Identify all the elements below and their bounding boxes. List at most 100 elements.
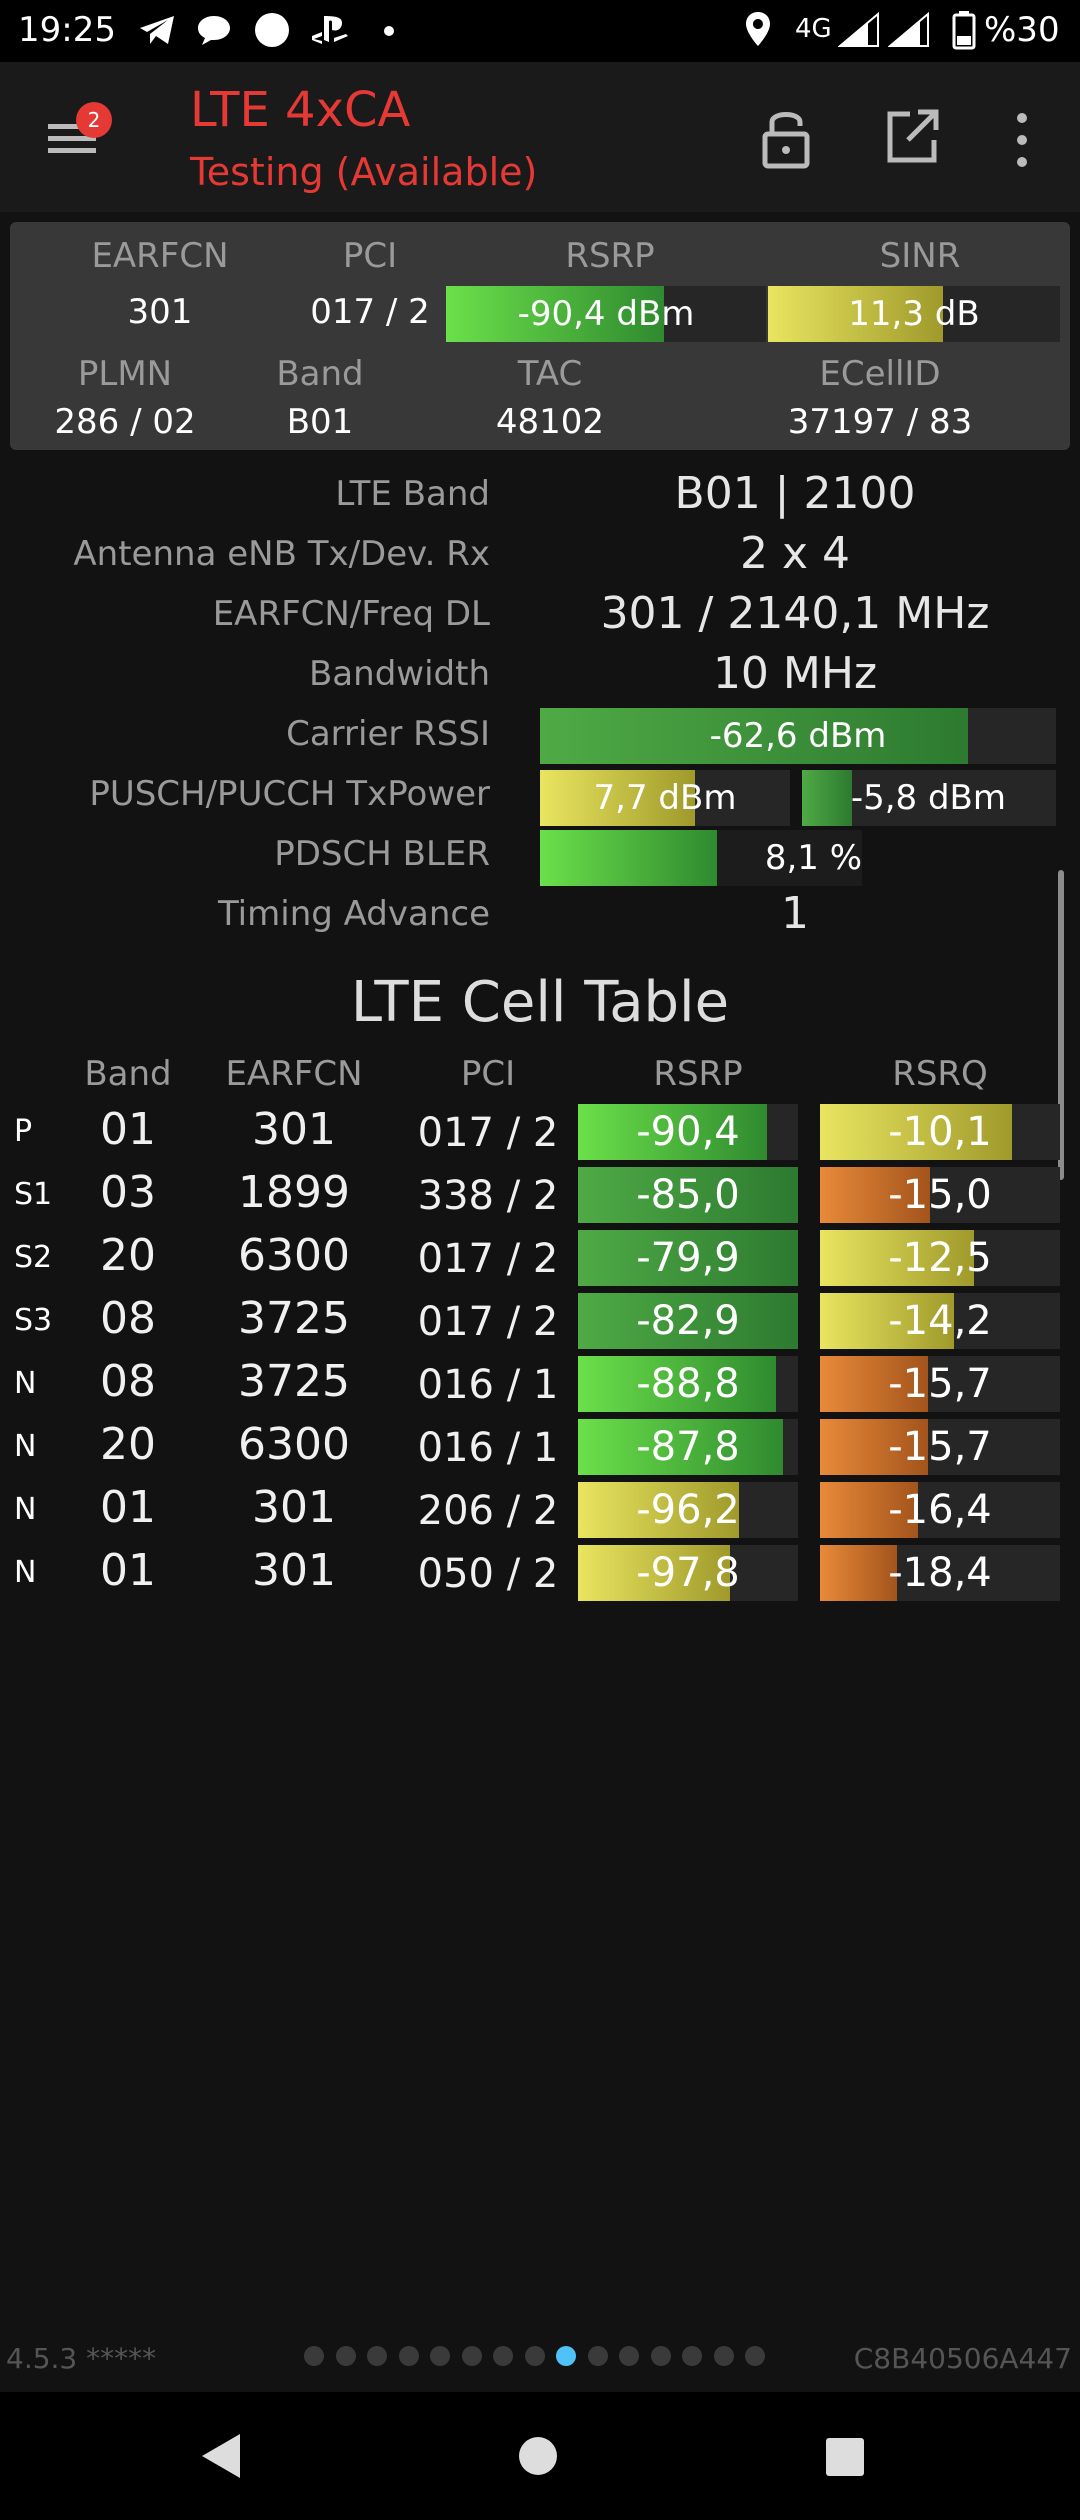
notification-badge: 2	[76, 102, 112, 138]
bler-label: PDSCH BLER	[274, 834, 490, 874]
cell-rsrq-bar: -15,7	[820, 1356, 1060, 1412]
cell-rsrq-value: -18,4	[888, 1550, 992, 1596]
ecellid-value: 37197 / 83	[787, 402, 973, 442]
signal-icon	[838, 12, 879, 47]
summary-panel: EARFCN PCI RSRP SINR 301 017 / 2 -90,4 d…	[10, 222, 1070, 450]
pusch-bar-value: 7,7 dBm	[593, 778, 737, 818]
cell-rsrq-fill	[820, 1104, 1012, 1160]
cell-rsrq-fill	[820, 1545, 897, 1601]
page-dot[interactable]	[493, 2346, 513, 2366]
battery-icon	[952, 11, 976, 50]
page-dot[interactable]	[714, 2346, 734, 2366]
cell-rsrp-fill	[578, 1230, 798, 1286]
cell-type-label: S1	[14, 1177, 53, 1212]
plmn-value: 286 / 02	[54, 402, 196, 442]
lte-band-value: B01 | 2100	[674, 468, 916, 519]
cell-rsrq-value: -10,1	[888, 1109, 992, 1155]
navigation-bar	[0, 2392, 1080, 2520]
lock-button[interactable]	[760, 106, 812, 172]
rsrp-label: RSRP	[565, 236, 655, 276]
signal-icon-2	[888, 12, 929, 47]
back-icon[interactable]	[198, 2432, 242, 2480]
recents-icon[interactable]	[824, 2436, 866, 2478]
cell-rsrp-value: -85,0	[636, 1172, 740, 1218]
cell-rsrp-bar: -79,9	[578, 1230, 798, 1286]
cell-rsrp-value: -97,8	[636, 1550, 740, 1596]
page-dot[interactable]	[367, 2346, 387, 2366]
cell-type-label: P	[14, 1114, 33, 1149]
cell-type-label: S3	[14, 1303, 53, 1338]
cell-pci: 338 / 2	[417, 1173, 559, 1219]
header-earfcn: EARFCN	[225, 1054, 363, 1094]
status-time: 19:25	[18, 10, 116, 50]
cell-pci: 017 / 2	[417, 1299, 559, 1345]
page-dot[interactable]	[304, 2346, 324, 2366]
band-value: B01	[286, 402, 354, 442]
band-label: Band	[276, 354, 364, 394]
page-dot[interactable]	[651, 2346, 671, 2366]
cell-rsrq-bar: -14,2	[820, 1293, 1060, 1349]
home-icon[interactable]	[516, 2434, 560, 2478]
page-dot[interactable]	[399, 2346, 419, 2366]
cell-type-label: N	[14, 1555, 37, 1590]
export-button[interactable]	[884, 106, 940, 166]
lte-band-label: LTE Band	[335, 474, 490, 514]
cell-earfcn: 301	[252, 1545, 336, 1596]
page-dot[interactable]	[430, 2346, 450, 2366]
earfcn-value: 301	[127, 292, 193, 332]
table-row: N 08 3725 016 / 1 -88,8 -15,7	[0, 1356, 1080, 1412]
page-dot[interactable]	[588, 2346, 608, 2366]
more-vert-icon	[1017, 113, 1027, 167]
cell-earfcn: 301	[252, 1104, 336, 1155]
header-band: Band	[84, 1054, 172, 1094]
bler-bar-value: 8,1 %	[764, 838, 862, 878]
cell-rsrq-bar: -12,5	[820, 1230, 1060, 1286]
cell-rsrq-bar: -18,4	[820, 1545, 1060, 1601]
cell-rsrq-fill	[820, 1167, 931, 1223]
page-dot[interactable]	[682, 2346, 702, 2366]
earfcn-freq-label: EARFCN/Freq DL	[212, 594, 490, 634]
cell-rsrq-bar: -15,7	[820, 1419, 1060, 1475]
cell-rsrp-value: -88,8	[636, 1361, 740, 1407]
cell-rsrq-value: -15,7	[888, 1424, 992, 1470]
cell-pci: 050 / 2	[417, 1551, 559, 1597]
rssi-bar-fill	[540, 708, 969, 764]
sinr-bar-value: 11,3 dB	[848, 294, 980, 334]
page-dot[interactable]	[336, 2346, 356, 2366]
cell-rsrp-bar: -97,8	[578, 1545, 798, 1601]
page-dot[interactable]	[745, 2346, 765, 2366]
cell-type-label: N	[14, 1492, 37, 1527]
overflow-menu-button[interactable]	[1010, 108, 1034, 172]
antenna-value: 2 x 4	[740, 528, 850, 579]
page-dot[interactable]	[619, 2346, 639, 2366]
pucch-bar-value: -5,8 dBm	[850, 778, 1006, 818]
cell-type-label: N	[14, 1366, 37, 1401]
bler-bar: 8,1 %	[540, 830, 862, 886]
cell-earfcn: 301	[252, 1482, 336, 1533]
cell-band: 20	[100, 1230, 156, 1281]
sinr-bar: 11,3 dB	[768, 286, 1060, 342]
cell-rsrq-fill	[820, 1356, 928, 1412]
txpower-label: PUSCH/PUCCH TxPower	[89, 774, 490, 814]
scrollbar[interactable]	[1058, 870, 1064, 1180]
page-subtitle: Testing (Available)	[190, 150, 538, 194]
lock-open-icon	[762, 112, 810, 169]
rsrp-bar-fill	[446, 286, 664, 342]
cell-rsrp-bar: -85,0	[578, 1167, 798, 1223]
page-dot-active[interactable]	[556, 2346, 576, 2366]
table-row: N 20 6300 016 / 1 -87,8 -15,7	[0, 1419, 1080, 1475]
rssi-label: Carrier RSSI	[286, 714, 490, 754]
menu-button[interactable]: 2	[44, 102, 112, 160]
cell-rsrp-fill	[578, 1419, 783, 1475]
page-dot[interactable]	[525, 2346, 545, 2366]
sinr-bar-fill	[768, 286, 944, 342]
pucch-bar-fill	[802, 770, 852, 826]
app-version: 4.5.3 *****	[6, 2342, 157, 2375]
header-rsrp: RSRP	[653, 1054, 743, 1094]
page-dot[interactable]	[462, 2346, 482, 2366]
cell-pci: 206 / 2	[417, 1488, 559, 1534]
cell-band: 08	[100, 1293, 156, 1344]
tac-value: 48102	[495, 402, 605, 442]
cell-earfcn: 3725	[238, 1356, 350, 1407]
cell-rsrq-fill	[820, 1482, 919, 1538]
